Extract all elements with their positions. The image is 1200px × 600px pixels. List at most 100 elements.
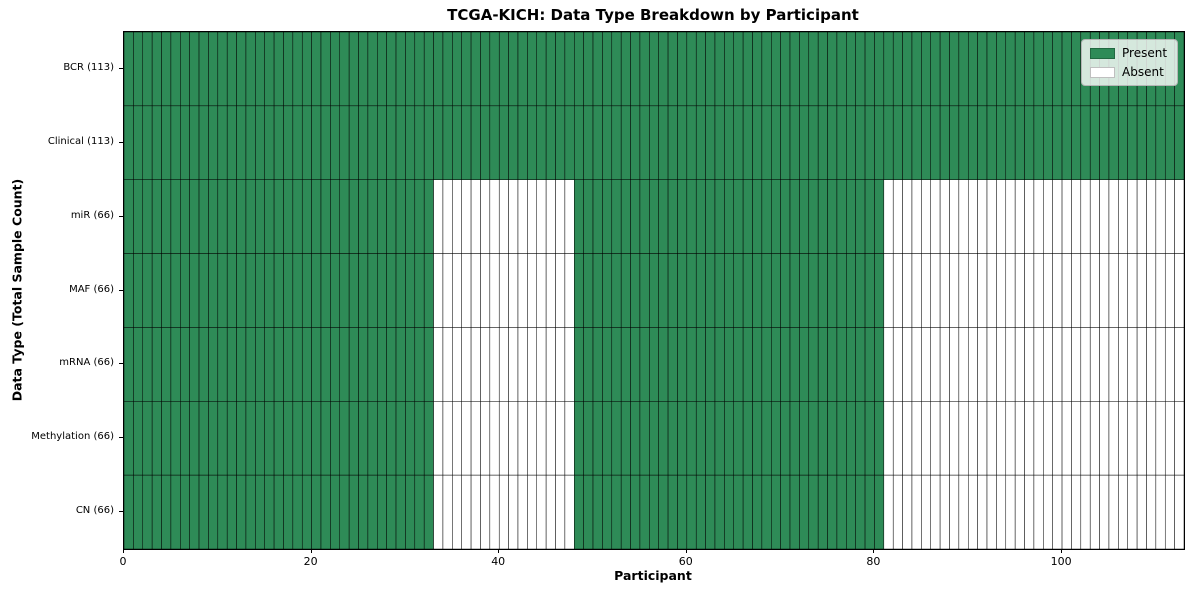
heatmap-cell: [452, 32, 462, 107]
heatmap-cell: [620, 474, 631, 549]
heatmap-cell: [320, 253, 331, 328]
heatmap-cell: [1052, 32, 1063, 107]
heatmap-cell: [292, 401, 303, 476]
heatmap-cell: [508, 401, 519, 476]
heatmap-cell: [236, 253, 247, 328]
heatmap-cell: [930, 401, 941, 476]
heatmap-cell: [536, 401, 547, 476]
heatmap-cell: [967, 401, 978, 476]
heatmap-cell: [330, 253, 341, 328]
heatmap-cell: [686, 401, 697, 476]
heatmap-cell: [958, 401, 969, 476]
heatmap-cell: [536, 32, 547, 107]
heatmap-cell: [836, 253, 847, 328]
x-tick-mark: [498, 549, 500, 553]
legend-item-present: Present: [1090, 46, 1167, 60]
heatmap-cell: [198, 401, 209, 476]
heatmap-cell: [705, 32, 716, 107]
heatmap-cell: [151, 253, 162, 328]
heatmap-cell: [414, 253, 425, 328]
y-tick-label-methylation: Methylation (66): [31, 431, 114, 443]
heatmap-cell: [780, 179, 791, 254]
heatmap-cell: [714, 401, 725, 476]
heatmap-cell: [667, 32, 678, 107]
heatmap-cell: [180, 401, 190, 476]
heatmap-cell: [358, 474, 369, 549]
heatmap-cell: [677, 253, 688, 328]
heatmap-cell: [611, 253, 622, 328]
heatmap-cell: [808, 32, 819, 107]
heatmap-cell: [1043, 105, 1053, 180]
heatmap-cell: [602, 474, 613, 549]
heatmap-cell: [405, 179, 416, 254]
heatmap-cell: [1052, 327, 1063, 402]
heatmap-cell: [151, 32, 162, 107]
heatmap-cell: [1043, 179, 1053, 254]
heatmap-cell: [470, 105, 481, 180]
heatmap-cell: [846, 179, 856, 254]
heatmap-cell: [226, 474, 237, 549]
heatmap-cell: [405, 32, 416, 107]
heatmap-cell: [236, 401, 247, 476]
heatmap-cell: [386, 474, 397, 549]
heatmap-cell: [1174, 401, 1184, 476]
heatmap-cell: [1071, 401, 1082, 476]
heatmap-cell: [817, 401, 828, 476]
heatmap-cell: [1136, 105, 1147, 180]
heatmap-cell: [1005, 253, 1016, 328]
heatmap-cell: [864, 179, 875, 254]
heatmap-cell: [996, 401, 1007, 476]
heatmap-cell: [658, 474, 669, 549]
heatmap-cell: [348, 105, 359, 180]
heatmap-cell: [724, 105, 734, 180]
heatmap-cell: [433, 32, 444, 107]
heatmap-cell: [433, 327, 444, 402]
heatmap-cell: [189, 401, 200, 476]
heatmap-cell: [320, 32, 331, 107]
heatmap-cell: [864, 105, 875, 180]
heatmap-cell: [1024, 179, 1035, 254]
heatmap-cell: [714, 327, 725, 402]
heatmap-cell: [442, 327, 453, 402]
heatmap-cell: [620, 32, 631, 107]
heatmap-cell: [677, 474, 688, 549]
heatmap-cell: [630, 179, 641, 254]
heatmap-cell: [311, 179, 322, 254]
heatmap-cell: [170, 32, 181, 107]
heatmap-cell: [789, 179, 800, 254]
heatmap-cell: [921, 32, 931, 107]
heatmap-cell: [780, 32, 791, 107]
heatmap-cell: [142, 474, 153, 549]
heatmap-cell: [564, 327, 575, 402]
heatmap-cell: [386, 179, 397, 254]
heatmap-cell: [377, 253, 387, 328]
heatmap-cell: [855, 179, 866, 254]
heatmap-cell: [1127, 327, 1138, 402]
heatmap-cell: [1108, 401, 1119, 476]
heatmap-cell: [208, 105, 219, 180]
heatmap-cell: [977, 32, 988, 107]
heatmap-cell: [921, 253, 931, 328]
heatmap-cell: [902, 105, 913, 180]
heatmap-cell: [602, 32, 613, 107]
heatmap-cell: [780, 327, 791, 402]
y-tick-label-maf: MAF (66): [69, 283, 114, 295]
heatmap-cell: [1080, 179, 1091, 254]
heatmap-cell: [1005, 474, 1016, 549]
heatmap-cell: [902, 32, 913, 107]
heatmap-cell: [273, 401, 284, 476]
legend-swatch-absent: [1090, 66, 1115, 78]
heatmap-cell: [583, 474, 594, 549]
heatmap-cell: [836, 474, 847, 549]
heatmap-cell: [883, 32, 894, 107]
heatmap-cell: [817, 32, 828, 107]
heatmap-cell: [545, 32, 556, 107]
heatmap-cell: [930, 327, 941, 402]
heatmap-cell: [320, 474, 331, 549]
heatmap-cell: [996, 179, 1007, 254]
heatmap-cell: [301, 474, 312, 549]
heatmap-cell: [752, 401, 763, 476]
heatmap-cell: [677, 32, 688, 107]
y-tick-label-cn: CN (66): [75, 505, 114, 517]
